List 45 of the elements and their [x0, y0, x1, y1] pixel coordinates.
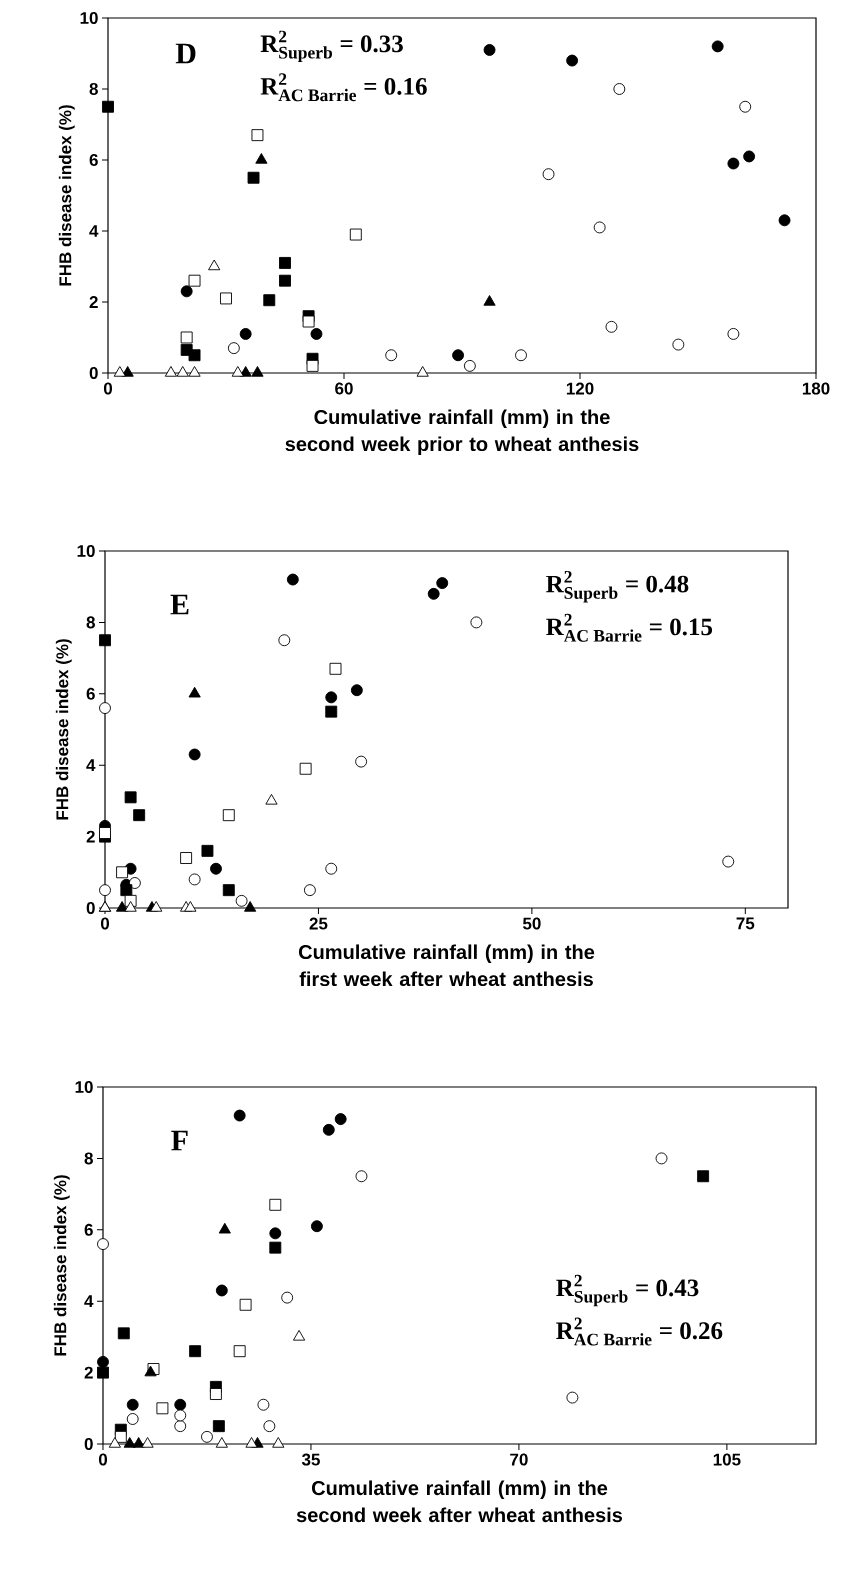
x-tick-label: 105: [713, 1453, 741, 1466]
y-tick-label: 8: [86, 616, 95, 629]
x-tick-label: 25: [309, 917, 328, 930]
y-tick-label: 6: [86, 687, 95, 700]
x-tick-label: 180: [802, 382, 830, 395]
y-tick-label: 10: [80, 11, 98, 25]
y-tick-label: 4: [84, 1295, 94, 1308]
x-tick-label: 70: [510, 1453, 528, 1466]
y-tick-label: 0: [89, 366, 98, 380]
x-tick-label: 0: [103, 382, 113, 395]
x-tick-label: 75: [736, 917, 755, 930]
y-tick-label: 10: [77, 544, 95, 558]
x-axis-title: Cumulative rainfall (mm) in the second week after wheat anthesis: [296, 1480, 623, 1523]
x-tick-label: 60: [335, 382, 353, 395]
text: E: [170, 594, 189, 615]
y-tick-label: 8: [89, 82, 98, 96]
y-tick-label: 4: [86, 759, 96, 772]
y-axis-title: FHB disease index (%): [58, 105, 75, 286]
y-tick-label: 2: [84, 1366, 93, 1379]
y-axis-title: FHB disease index (%): [55, 639, 72, 820]
x-tick-label: 50: [522, 917, 541, 930]
y-tick-label: 2: [89, 296, 98, 308]
y-tick-label: 4: [89, 225, 99, 237]
x-axis-title: Cumulative rainfall (mm) in the first week after wheat anthesis: [298, 944, 595, 987]
annotation: $\textbf{R}_{\textbf{Superb}}^{\textbf{2}}\textbf{ = 0.43}$: [556, 1274, 699, 1307]
y-tick-label: 10: [75, 1080, 93, 1094]
x-tick-label: 0: [100, 917, 110, 930]
y-axis-title: FHB disease index (%): [53, 1175, 70, 1356]
annotation: $\textbf{R}_{\textbf{AC Barrie}}^{\textbf{2}}\textbf{ = 0.15}$: [546, 613, 713, 642]
y-tick-label: 0: [86, 901, 95, 915]
y-tick-label: 8: [84, 1152, 93, 1165]
y-tick-label: 6: [84, 1223, 93, 1236]
y-tick-label: 6: [89, 153, 98, 167]
annotation: $\textbf{R}_{\textbf{AC Barrie}}^{\textbf{2}}\textbf{ = 0.26}$: [556, 1317, 723, 1346]
text: D: [175, 43, 196, 64]
annotation: $\textbf{R}_{\textbf{Superb}}^{\textbf{2}}\textbf{ = 0.48}$: [546, 570, 689, 603]
annotation: $\textbf{R}_{\textbf{Superb}}^{\textbf{2}}\textbf{ = 0.33}$: [260, 30, 403, 63]
annotation: $\textbf{R}_{\textbf{AC Barrie}}^{\textbf{2}}\textbf{ = 0.16}$: [260, 73, 427, 102]
x-tick-label: 0: [98, 1453, 108, 1466]
x-tick-label: 35: [301, 1453, 320, 1466]
y-tick-label: 0: [84, 1437, 93, 1451]
y-tick-label: 2: [86, 830, 95, 843]
x-axis-title: Cumulative rainfall (mm) in the second week prior to wheat anthesis: [285, 409, 639, 456]
x-tick-label: 120: [566, 382, 594, 395]
text: F: [171, 1130, 188, 1151]
